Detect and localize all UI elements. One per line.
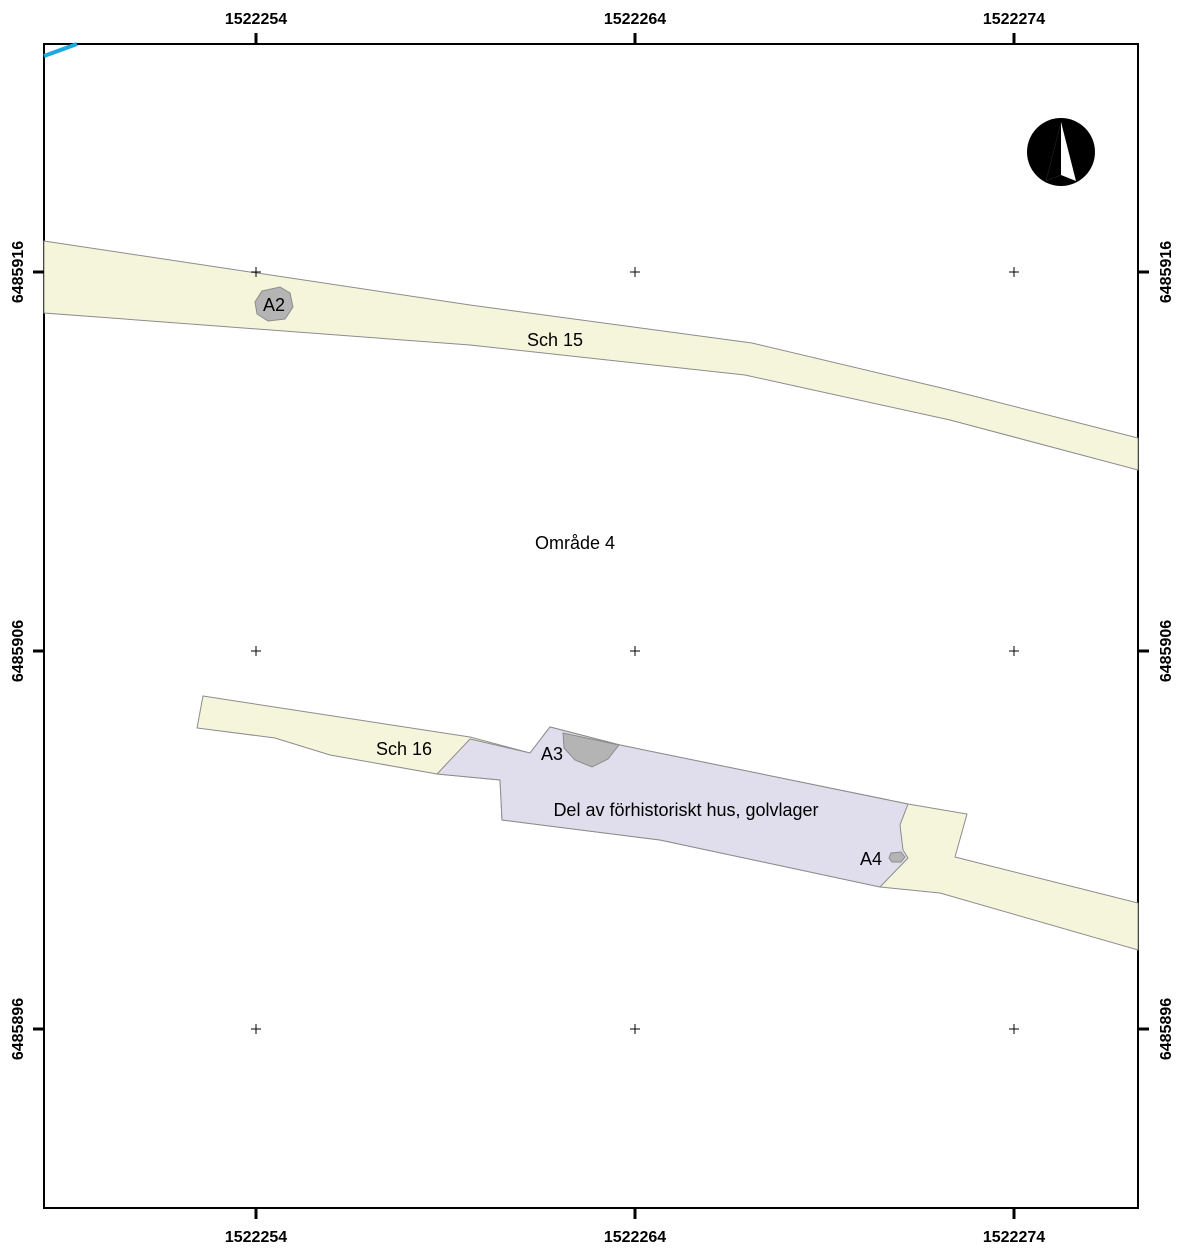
north-arrow-icon xyxy=(1027,118,1095,186)
house-label: Del av förhistoriskt hus, golvlager xyxy=(553,800,818,820)
x-label-bottom-1: 1522254 xyxy=(225,1229,287,1246)
x-label-top-1: 1522254 xyxy=(225,11,287,28)
x-label-top-3: 1522274 xyxy=(983,11,1045,28)
grid-crosses xyxy=(251,267,1019,1034)
map-frame xyxy=(43,43,1139,1209)
feature-label-a4: A4 xyxy=(860,849,882,869)
x-label-bottom-2: 1522264 xyxy=(604,1229,666,1246)
y-label-right-2: 6485906 xyxy=(1158,620,1175,682)
frame-ticks xyxy=(33,33,1149,1219)
y-label-left-2: 6485906 xyxy=(10,620,27,682)
water-line xyxy=(43,42,78,58)
y-label-right-1: 6485916 xyxy=(1158,241,1175,303)
x-label-bottom-3: 1522274 xyxy=(983,1229,1045,1246)
trench-label-sch16: Sch 16 xyxy=(376,739,432,759)
area-label: Område 4 xyxy=(535,533,615,553)
trench-sch15 xyxy=(43,240,1139,471)
y-label-left-3: 6485896 xyxy=(10,998,27,1060)
trench-label-sch15: Sch 15 xyxy=(527,330,583,350)
y-label-right-3: 6485896 xyxy=(1158,998,1175,1060)
feature-label-a3: A3 xyxy=(541,744,563,764)
x-label-top-2: 1522264 xyxy=(604,11,666,28)
feature-a2 xyxy=(254,286,294,322)
feature-a3 xyxy=(562,732,620,768)
y-label-left-1: 6485916 xyxy=(10,241,27,303)
feature-label-a2: A2 xyxy=(263,295,285,315)
feature-a4 xyxy=(888,851,906,863)
house-floor-layer xyxy=(435,726,909,888)
